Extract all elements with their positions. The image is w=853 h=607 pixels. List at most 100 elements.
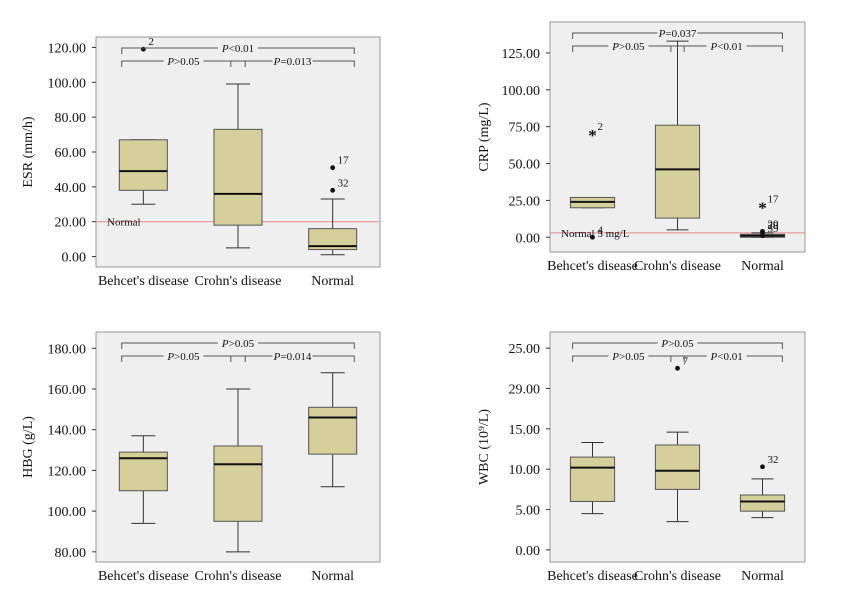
outlier-point — [330, 165, 336, 171]
outlier-star: * — [588, 126, 597, 145]
x-tick-label: Behcet's disease — [547, 569, 638, 584]
x-tick-label: Normal — [311, 569, 354, 584]
outlier-label: 2 — [598, 121, 604, 133]
y-tick-label: 29.00 — [509, 382, 541, 397]
y-tick-label: 0.00 — [62, 251, 87, 266]
y-tick-label: 25.00 — [509, 342, 541, 357]
p-value-bg — [163, 350, 204, 362]
significance-bracket: P<0.01 — [121, 42, 355, 55]
y-tick-label: 140.00 — [48, 424, 87, 439]
box-3 — [739, 478, 786, 519]
p-value-bg — [706, 40, 747, 52]
significance-bracket: P=0.013 — [230, 55, 355, 68]
significance-bracket: P=0.037 — [572, 27, 783, 40]
significance-bracket: P>0.05 — [121, 337, 355, 350]
y-tick-label: 125.00 — [502, 47, 541, 62]
outlier-point — [760, 464, 765, 470]
significance-bracket: P<0.01 — [670, 40, 783, 53]
box-iqr — [308, 406, 358, 455]
box-iqr — [654, 444, 701, 490]
y-tick-label: 100.00 — [48, 76, 87, 91]
p-value-bg — [218, 337, 258, 349]
outlier-point — [330, 187, 336, 193]
y-tick-label: 0.00 — [516, 231, 541, 246]
p-value-label: P=0.013 — [273, 56, 312, 68]
y-tick-label: 15.00 — [509, 423, 541, 438]
box-3 — [308, 372, 358, 488]
significance-bracket: P>0.05 — [572, 40, 685, 53]
y-axis-label: HBG (g/L) — [21, 416, 36, 478]
significance-bracket: P=0.014 — [230, 350, 355, 363]
outlier-label: 32 — [768, 454, 779, 466]
box-1 — [118, 435, 168, 524]
box-1 — [569, 196, 616, 209]
p-value-label: P<0.01 — [710, 41, 743, 53]
box-iqr — [308, 228, 358, 251]
p-value-label: P=0.014 — [273, 351, 312, 363]
reference-label: Normal 5 mg/L — [561, 228, 630, 240]
outlier-label: 20 — [768, 218, 780, 230]
y-tick-label: 120.00 — [48, 41, 87, 56]
x-tick-label: Normal — [741, 569, 784, 584]
chart-panel-1: 0.00 20.00 40.00 60.00 80.00 100.00 120.00 ESR … — [21, 36, 381, 289]
p-value-label: P>0.05 — [166, 351, 200, 363]
y-axis-label: WBC (10⁹/L) — [477, 409, 492, 485]
p-value-bg — [608, 350, 649, 362]
y-tick-label: 20.00 — [55, 216, 87, 231]
box-2 — [213, 83, 263, 249]
box-1 — [118, 139, 168, 205]
x-tick-label: Behcet's disease — [547, 259, 638, 274]
p-value-bg — [163, 55, 204, 67]
y-tick-label: 50.00 — [509, 158, 541, 173]
outlier-label: 32 — [338, 177, 349, 189]
significance-bracket: P>0.05 — [121, 350, 246, 363]
p-value-label: P=0.037 — [658, 28, 697, 40]
y-tick-label: 75.00 — [509, 121, 541, 136]
x-tick-label: Normal — [311, 274, 354, 289]
y-tick-label: 5.00 — [516, 504, 541, 519]
y-tick-label: 60.00 — [55, 146, 87, 161]
outlier-label: 7 — [683, 355, 689, 367]
box-iqr — [654, 124, 701, 219]
y-tick-label: 40.00 — [55, 181, 87, 196]
p-value-bg — [657, 27, 698, 39]
y-tick-label: 25.00 — [509, 194, 541, 209]
y-tick-label: 120.00 — [48, 464, 87, 479]
x-tick-label: Crohn's disease — [195, 274, 282, 289]
p-value-label: P>0.05 — [611, 41, 645, 53]
outlier-label: 4 — [598, 224, 604, 236]
p-value-bg — [272, 55, 313, 67]
y-tick-label: 10.00 — [509, 463, 541, 478]
p-value-label: P>0.05 — [660, 338, 694, 350]
x-tick-label: Behcet's disease — [98, 569, 189, 584]
y-axis-label: CRP (mg/L) — [477, 102, 492, 171]
outlier-label: 17 — [768, 193, 780, 205]
chart-panel-4: 0.00 5.00 10.00 15.00 29.00 25.00 WBC (10⁹/L) B… — [477, 331, 806, 584]
box-iqr — [739, 494, 786, 512]
x-tick-label: Crohn's disease — [634, 259, 721, 274]
y-tick-label: 80.00 — [55, 111, 87, 126]
outlier-point — [675, 365, 680, 371]
y-tick-label: 160.00 — [48, 383, 87, 398]
x-tick-label: Behcet's disease — [98, 274, 189, 289]
x-tick-label: Crohn's disease — [195, 569, 282, 584]
outlier-star: * — [758, 198, 767, 217]
y-tick-label: 100.00 — [502, 84, 541, 99]
outlier-point — [590, 234, 595, 240]
y-tick-label: 80.00 — [55, 546, 87, 561]
outlier-label: 39 — [768, 223, 780, 235]
p-value-label: P<0.01 — [710, 351, 743, 363]
box-2 — [213, 388, 263, 553]
y-tick-label: 100.00 — [48, 505, 87, 520]
significance-bracket: P>0.05 — [572, 337, 783, 350]
box-3 — [308, 198, 358, 256]
x-tick-label: Crohn's disease — [634, 569, 721, 584]
box-iqr — [213, 445, 263, 522]
box-2 — [654, 40, 701, 231]
x-tick-label: Normal — [741, 259, 784, 274]
box-iqr — [569, 456, 616, 502]
p-value-label: P>0.05 — [221, 338, 255, 350]
p-value-bg — [657, 337, 698, 349]
p-value-label: P>0.05 — [166, 56, 200, 68]
y-axis-label: ESR (mm/h) — [21, 116, 36, 188]
